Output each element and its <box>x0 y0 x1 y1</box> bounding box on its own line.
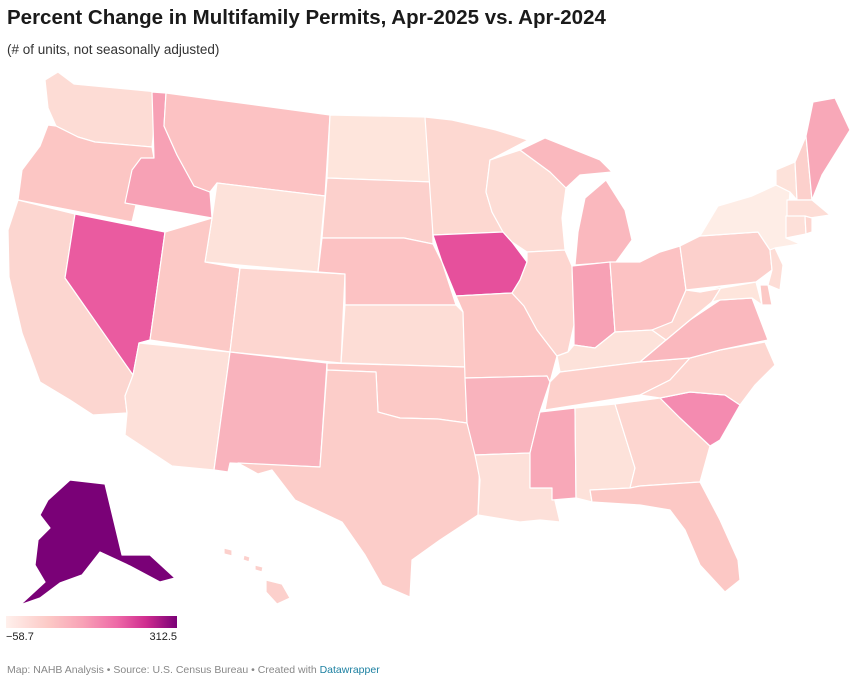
state-AZ[interactable] <box>124 342 231 471</box>
state-VT[interactable] <box>775 161 798 201</box>
state-IN[interactable] <box>571 261 616 349</box>
state-HI[interactable] <box>223 547 291 605</box>
state-IL[interactable] <box>511 249 575 357</box>
legend-color-scale <box>6 616 177 628</box>
state-AK[interactable] <box>19 479 176 606</box>
state-ME[interactable] <box>805 97 851 201</box>
legend-min-label: −58.7 <box>6 631 34 643</box>
legend-max-label: 312.5 <box>149 631 177 643</box>
state-NM[interactable] <box>213 351 328 473</box>
state-MA[interactable] <box>786 199 831 219</box>
color-legend: −58.7 312.5 <box>6 616 177 643</box>
state-SD[interactable] <box>321 177 434 245</box>
state-TX[interactable] <box>237 369 481 598</box>
datawrapper-link[interactable]: Datawrapper <box>319 664 380 676</box>
state-PA[interactable] <box>679 231 773 291</box>
state-DE[interactable] <box>759 284 773 306</box>
state-MI[interactable] <box>519 137 633 266</box>
state-FL[interactable] <box>589 481 741 593</box>
state-NC[interactable] <box>639 341 776 406</box>
state-CO[interactable] <box>229 267 346 364</box>
footer-text: Map: NAHB Analysis • Source: U.S. Census… <box>7 664 320 676</box>
state-CT[interactable] <box>785 215 807 239</box>
footer-credits: Map: NAHB Analysis • Source: U.S. Census… <box>7 664 380 676</box>
state-MD[interactable] <box>699 281 763 306</box>
state-RI[interactable] <box>804 215 813 235</box>
state-ND[interactable] <box>326 114 433 183</box>
map-title: Percent Change in Multifamily Permits, A… <box>7 6 606 29</box>
state-NJ[interactable] <box>767 247 784 291</box>
map-subtitle: (# of units, not seasonally adjusted) <box>7 42 220 57</box>
state-WY[interactable] <box>204 182 326 273</box>
state-KS[interactable] <box>340 304 466 368</box>
